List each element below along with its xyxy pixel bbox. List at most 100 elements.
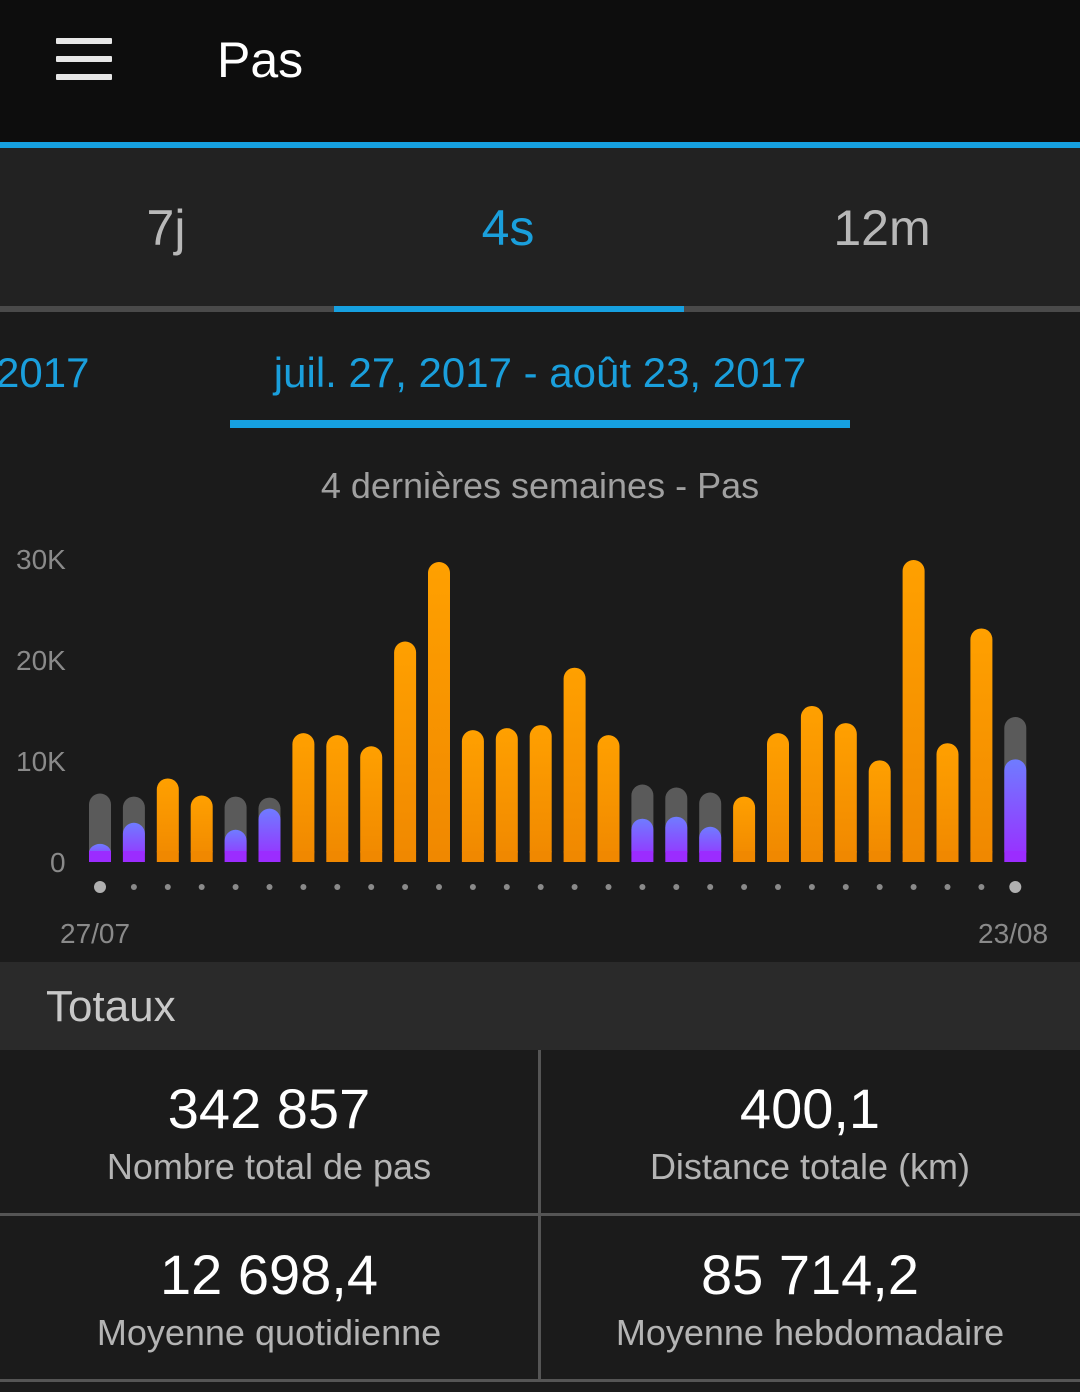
x-axis-dot <box>775 884 781 890</box>
step-bar <box>733 796 756 862</box>
x-axis-dot <box>876 884 883 890</box>
step-bar-base <box>563 851 586 862</box>
step-bar-base <box>122 851 145 862</box>
x-axis-dot <box>334 884 341 890</box>
x-axis-dot <box>910 884 917 890</box>
weekly-average-label: Moyenne hebdomadaire <box>615 1312 1005 1353</box>
weekly-average-stat: 85 714,2 Moyenne hebdomadaire <box>541 1216 1079 1378</box>
step-bar <box>834 723 857 862</box>
period-tabs: 7j 4s 12m <box>0 148 1080 306</box>
x-axis-dot <box>368 884 375 890</box>
page-title: Pas <box>217 32 304 88</box>
step-bar <box>428 562 450 862</box>
x-axis-dot <box>436 884 442 890</box>
daily-average-label: Moyenne quotidienne <box>96 1312 442 1353</box>
x-axis-dot <box>707 884 714 890</box>
step-bar-base <box>665 851 688 862</box>
x-dots-group <box>94 881 1022 893</box>
x-axis-dot <box>537 884 544 890</box>
step-bar-base <box>970 851 993 862</box>
menu-icon-line <box>56 38 112 44</box>
menu-icon-line <box>56 74 112 80</box>
y-tick-0: 0 <box>50 847 66 878</box>
previous-range-link[interactable]: 2017 <box>0 349 90 396</box>
tab-4-weeks[interactable]: 4s <box>481 200 535 256</box>
step-bar <box>461 730 484 862</box>
step-bar-base <box>767 851 789 862</box>
x-axis-dot <box>94 881 106 893</box>
bars-group <box>89 560 1027 862</box>
appbar-accent-line <box>0 142 1080 148</box>
x-axis-dot <box>300 884 307 890</box>
step-bar-base <box>699 851 722 862</box>
total-steps-stat: 342 857 Nombre total de pas <box>0 1050 538 1212</box>
date-range-indicator <box>230 420 850 428</box>
app-bar: Pas <box>0 0 1080 142</box>
step-bar <box>360 746 383 862</box>
step-bar <box>190 795 213 862</box>
active-tab-indicator <box>334 306 684 312</box>
step-bar-base <box>936 851 959 862</box>
step-bar <box>868 760 891 862</box>
menu-icon[interactable] <box>50 30 120 90</box>
step-bar-base <box>868 851 891 862</box>
stats-vertical-divider <box>538 1050 541 1380</box>
step-bar <box>495 728 518 862</box>
x-axis-dot <box>673 884 680 890</box>
y-tick-10k: 10K <box>16 746 66 777</box>
tab-7-days[interactable]: 7j <box>146 200 186 256</box>
step-bar-base <box>258 851 281 862</box>
step-bar <box>970 628 993 862</box>
x-axis-dot <box>469 884 476 890</box>
y-tick-30k: 30K <box>16 544 66 575</box>
step-bar-base <box>394 851 417 862</box>
x-axis-dot <box>741 884 748 890</box>
x-axis-dot <box>164 884 171 890</box>
x-start-label: 27/07 <box>60 918 130 949</box>
x-axis-dot <box>571 884 578 890</box>
totals-title: Totaux <box>46 982 176 1031</box>
x-axis-dot <box>130 884 137 890</box>
totals-header: Totaux <box>0 962 1080 1050</box>
step-bar-base <box>326 851 349 862</box>
goal-bar <box>89 793 111 862</box>
step-bar-base <box>156 851 179 862</box>
x-axis-dot <box>232 884 239 890</box>
x-axis-dot <box>808 884 815 890</box>
daily-average-value: 12 698,4 <box>160 1243 378 1306</box>
step-bar <box>800 705 823 862</box>
step-bar <box>292 733 315 862</box>
total-distance-stat: 400,1 Distance totale (km) <box>541 1050 1079 1212</box>
step-bar <box>1004 759 1027 862</box>
y-tick-20k: 20K <box>16 645 66 676</box>
total-distance-label: Distance totale (km) <box>649 1146 971 1187</box>
step-bar <box>767 733 789 862</box>
x-end-label: 23/08 <box>978 918 1048 949</box>
total-steps-value: 342 857 <box>167 1077 371 1140</box>
step-bar-base <box>597 851 620 862</box>
step-bar-base <box>902 851 925 862</box>
x-axis-dot <box>639 884 646 890</box>
step-bar-base <box>89 851 111 862</box>
x-axis-dot <box>266 884 273 890</box>
stats-bottom-divider <box>0 1379 1080 1382</box>
step-bar-base <box>800 851 823 862</box>
steps-bar-chart: 30K 20K 10K 0 27/07 23/08 <box>16 544 1048 949</box>
step-bar <box>326 735 349 862</box>
step-bar <box>258 808 281 862</box>
step-bar-base <box>631 851 654 862</box>
daily-average-stat: 12 698,4 Moyenne quotidienne <box>0 1216 538 1378</box>
x-axis-dot <box>978 884 985 890</box>
tab-12-months[interactable]: 12m <box>833 200 931 256</box>
step-bar-base <box>461 851 484 862</box>
current-date-range[interactable]: juil. 27, 2017 - août 23, 2017 <box>273 349 807 396</box>
step-bar-base <box>190 851 213 862</box>
step-bar <box>394 641 417 862</box>
step-bar <box>529 725 552 862</box>
step-bar-base <box>733 851 756 862</box>
chart-title: 4 dernières semaines - Pas <box>320 465 760 506</box>
step-bar-base <box>1004 851 1027 862</box>
step-bar <box>156 778 179 862</box>
menu-icon-line <box>56 56 112 62</box>
total-distance-value: 400,1 <box>739 1077 881 1140</box>
